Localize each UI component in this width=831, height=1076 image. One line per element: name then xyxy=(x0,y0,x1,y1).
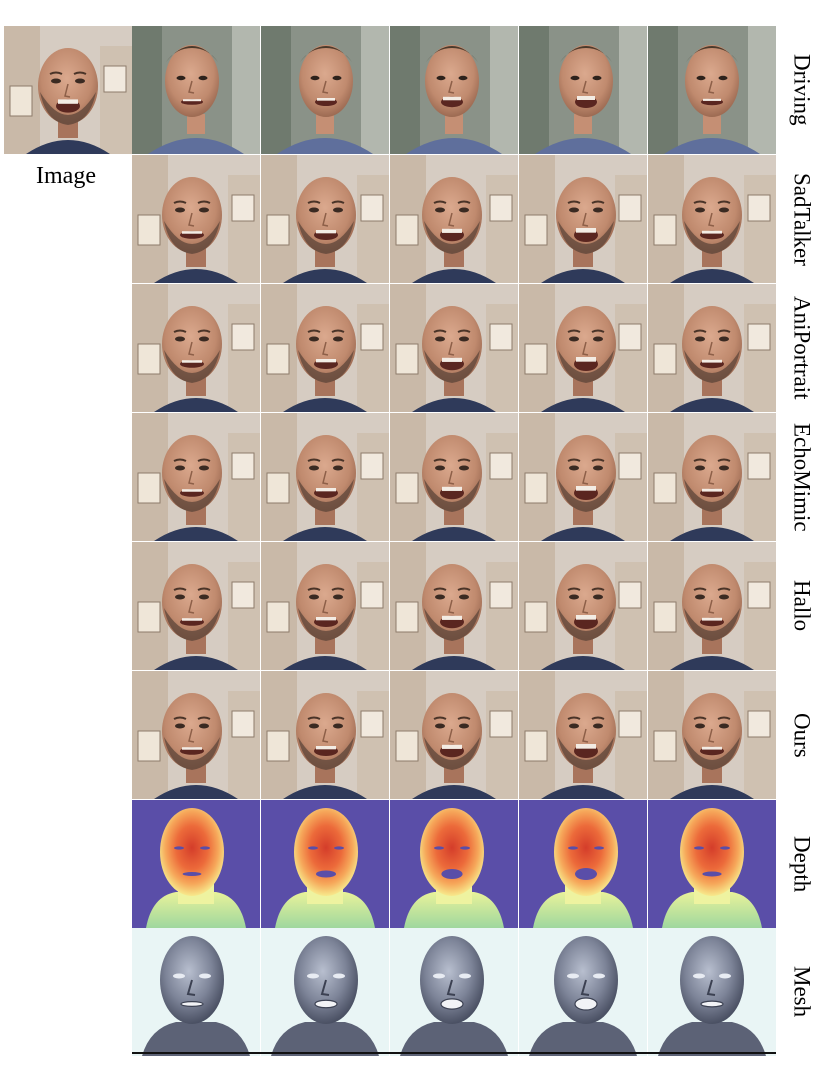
frame-hallo-2 xyxy=(261,542,389,670)
frame-aniportrait-2 xyxy=(261,284,389,412)
frame-aniportrait-1 xyxy=(132,284,260,412)
frame-depth-3 xyxy=(390,800,518,928)
row-label-text: AniPortrait xyxy=(789,296,815,400)
frame-ours-2 xyxy=(261,671,389,799)
frame-echomimic-2 xyxy=(261,413,389,541)
frame-depth-4 xyxy=(519,800,647,928)
frame-ours-3 xyxy=(390,671,518,799)
row-label-text: EchoMimic xyxy=(789,422,815,532)
figure-bottom-rule xyxy=(132,1052,776,1054)
row-label-text: Mesh xyxy=(789,966,815,1018)
row-label-aniportrait: AniPortrait xyxy=(777,284,827,412)
frame-ours-5 xyxy=(648,671,776,799)
frame-depth-2 xyxy=(261,800,389,928)
frame-driving-3 xyxy=(390,26,518,154)
frame-aniportrait-5 xyxy=(648,284,776,412)
frame-echomimic-1 xyxy=(132,413,260,541)
frame-echomimic-5 xyxy=(648,413,776,541)
row-label-text: SadTalker xyxy=(789,172,815,266)
frame-echomimic-4 xyxy=(519,413,647,541)
frame-depth-1 xyxy=(132,800,260,928)
frame-mesh-1 xyxy=(132,928,260,1056)
frame-driving-5 xyxy=(648,26,776,154)
frame-mesh-4 xyxy=(519,928,647,1056)
frame-aniportrait-4 xyxy=(519,284,647,412)
frame-aniportrait-3 xyxy=(390,284,518,412)
frame-mesh-3 xyxy=(390,928,518,1056)
frame-depth-5 xyxy=(648,800,776,928)
row-label-mesh: Mesh xyxy=(777,928,827,1056)
row-label-sadtalker: SadTalker xyxy=(777,155,827,283)
source-image-label: Image xyxy=(36,163,96,189)
row-label-driving: Driving xyxy=(777,26,827,154)
row-label-depth: Depth xyxy=(777,800,827,928)
row-label-echomimic: EchoMimic xyxy=(777,413,827,541)
frame-ours-1 xyxy=(132,671,260,799)
frame-sadtalker-1 xyxy=(132,155,260,283)
row-label-text: Driving xyxy=(789,54,815,126)
frame-mesh-5 xyxy=(648,928,776,1056)
row-label-ours: Ours xyxy=(777,671,827,799)
row-label-text: Hallo xyxy=(789,580,815,632)
row-label-hallo: Hallo xyxy=(777,542,827,670)
row-label-text: Depth xyxy=(789,835,815,893)
frame-echomimic-3 xyxy=(390,413,518,541)
frame-sadtalker-3 xyxy=(390,155,518,283)
frame-hallo-1 xyxy=(132,542,260,670)
frame-mesh-2 xyxy=(261,928,389,1056)
frame-hallo-5 xyxy=(648,542,776,670)
row-label-text: Ours xyxy=(789,712,815,758)
frame-sadtalker-5 xyxy=(648,155,776,283)
frame-sadtalker-2 xyxy=(261,155,389,283)
frame-driving-2 xyxy=(261,26,389,154)
frame-ours-4 xyxy=(519,671,647,799)
source-image xyxy=(4,26,132,154)
frame-sadtalker-4 xyxy=(519,155,647,283)
frame-hallo-4 xyxy=(519,542,647,670)
frame-driving-4 xyxy=(519,26,647,154)
frame-hallo-3 xyxy=(390,542,518,670)
frame-driving-1 xyxy=(132,26,260,154)
